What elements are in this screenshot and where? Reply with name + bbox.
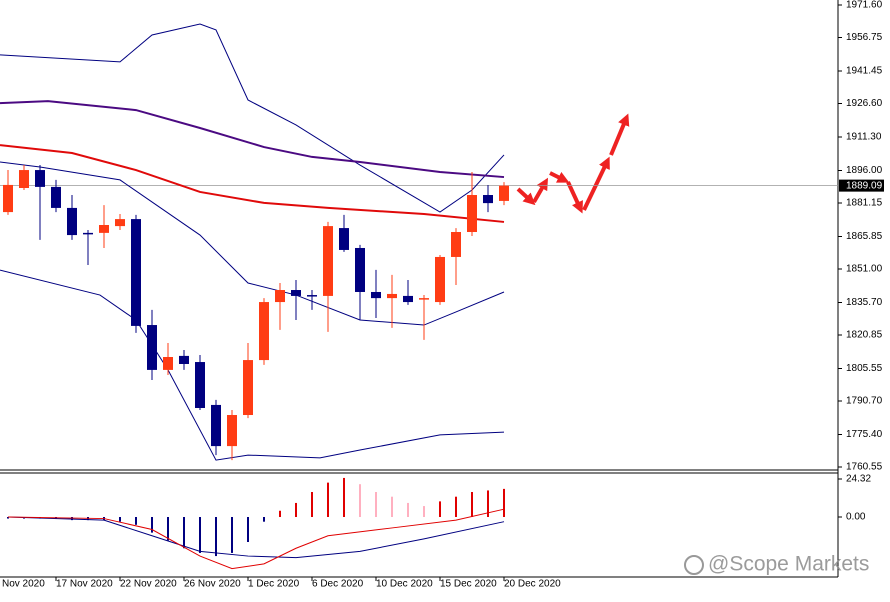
candle-body: [291, 290, 301, 296]
macd-line: [7, 516, 505, 559]
y-tick-label: 1835.70: [846, 297, 883, 308]
candle-body: [355, 247, 365, 292]
candle-body: [483, 195, 493, 204]
x-tick-label: 22 Nov 2020: [120, 579, 177, 590]
candle-body: [419, 298, 429, 300]
candle-body: [83, 232, 93, 235]
candle-body: [339, 228, 349, 250]
y-tick-label: 1790.70: [846, 396, 883, 407]
candle-body: [403, 295, 413, 303]
x-tick-label: Nov 2020: [2, 579, 45, 590]
x-tick-label: 26 Nov 2020: [184, 579, 241, 590]
y-tick-label: 1956.75: [846, 32, 883, 43]
candle-body: [67, 207, 77, 236]
arrow: [609, 113, 630, 156]
candle-body: [387, 293, 397, 299]
candle-body: [451, 232, 461, 257]
y-tick-label: 1911.30: [846, 132, 882, 143]
current-price-label: 1889.09: [846, 180, 883, 191]
x-tick-label: 1 Dec 2020: [248, 579, 300, 590]
arrow: [516, 187, 536, 206]
candle-body: [35, 170, 45, 187]
watermark-logo: [684, 555, 704, 575]
y-tick-label: 1881.15: [846, 198, 883, 209]
y-tick-label: 1805.55: [846, 363, 883, 374]
candle-body: [307, 295, 317, 297]
candle-body: [275, 290, 285, 303]
x-tick-label: 20 Dec 2020: [504, 579, 561, 590]
candle-body: [3, 184, 13, 213]
y-tick-label: 1820.85: [846, 330, 883, 341]
y-tick-label: 0.00: [846, 512, 866, 523]
x-tick-label: 6 Dec 2020: [312, 579, 364, 590]
candle-body: [435, 256, 445, 303]
arrow: [532, 177, 549, 204]
candle-body: [179, 355, 189, 365]
candle-body: [131, 219, 141, 326]
y-tick-label: 1971.60: [846, 0, 883, 11]
x-tick-label: 17 Nov 2020: [56, 579, 113, 590]
arrow: [566, 181, 583, 214]
arrow: [549, 171, 570, 183]
candle-body: [227, 415, 237, 447]
indicator-line: [0, 161, 505, 326]
current-price-box: [839, 179, 884, 192]
candle-body: [211, 404, 221, 447]
indicator-line: [0, 100, 505, 179]
candle-body: [371, 291, 381, 299]
y-tick-label: 1941.45: [846, 66, 883, 77]
candle-body: [259, 302, 269, 361]
candle-body: [99, 225, 109, 233]
candle-body: [195, 362, 205, 409]
candle-body: [323, 226, 333, 296]
candle-body: [163, 357, 173, 370]
candle-body: [243, 360, 253, 416]
y-tick-label: 24.32: [846, 474, 871, 485]
x-tick-label: 10 Dec 2020: [376, 579, 433, 590]
candle-body: [115, 219, 125, 227]
y-tick-label: 1851.00: [846, 264, 883, 275]
y-tick-label: 1775.40: [846, 429, 883, 440]
x-tick-label: 15 Dec 2020: [440, 579, 497, 590]
plot: 1971.60 1956.75 1941.45 1926.60 1911.30 1896.…: [0, 0, 884, 590]
indicator-line: [0, 23, 505, 213]
y-tick-label: 1865.85: [846, 231, 883, 242]
y-tick-label: 1926.60: [846, 98, 883, 109]
macd-line: [7, 508, 505, 570]
candle-body: [19, 170, 29, 189]
candle-body: [51, 186, 61, 208]
indicator-line: [0, 144, 505, 223]
candle-body: [147, 325, 157, 370]
y-tick-label: 1760.55: [846, 462, 883, 473]
y-tick-label: 1896.00: [846, 165, 883, 176]
candle-body: [467, 195, 477, 233]
watermark: @Scope Markets: [708, 553, 869, 576]
candle-body: [499, 185, 509, 201]
